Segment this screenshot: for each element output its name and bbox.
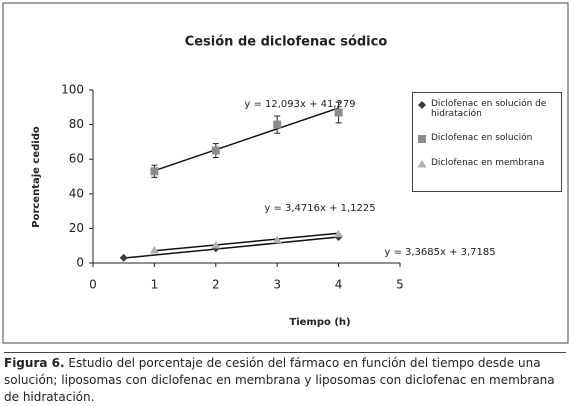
y-tick-label: 100: [61, 83, 84, 97]
data-point: [334, 229, 344, 238]
caption-label: Figura 6.: [4, 356, 65, 370]
data-point: [273, 120, 282, 129]
y-tick-label: 0: [76, 256, 84, 270]
x-tick-label: 4: [335, 278, 343, 292]
y-tick-label: 60: [69, 152, 84, 166]
x-tick-label: 5: [396, 278, 404, 292]
data-point: [211, 146, 220, 155]
data-point: [149, 246, 159, 254]
caption-text: Estudio del porcentaje de cesión del fár…: [4, 356, 555, 404]
chart-frame: [2, 2, 569, 344]
data-point: [119, 253, 128, 262]
legend-label: Diclofenac en solución: [431, 133, 533, 143]
legend: Diclofenac en solución de hidratación Dic…: [412, 92, 562, 192]
y-tick-label: 20: [69, 221, 84, 235]
chart-title: Cesión de diclofenac sódico: [185, 35, 388, 50]
trend-equation: y = 3,4716x + 1,1225: [264, 203, 375, 214]
legend-marker: [417, 160, 427, 168]
y-tick-label: 40: [69, 186, 84, 200]
legend-label: Diclofenac en solución de hidratación: [431, 99, 547, 119]
data-point: [417, 160, 427, 168]
data-point: [334, 108, 343, 117]
data-point: [418, 135, 426, 143]
data-point: [272, 235, 282, 244]
legend-item: Diclofenac en solución: [417, 133, 557, 144]
y-axis-label: Porcentaje cedido: [31, 126, 42, 228]
caption: Figura 6. Estudio del porcentaje de cesi…: [4, 352, 566, 406]
trend-line: [154, 107, 339, 172]
y-tick-label: 80: [69, 117, 84, 131]
legend-item: Diclofenac en membrana: [417, 158, 557, 169]
trend-line: [154, 232, 339, 252]
chart: Cesión de diclofenac sódico Tiempo (h) P…: [2, 2, 569, 344]
legend-marker: [418, 135, 426, 143]
legend-item: Diclofenac en solución de hidratación: [417, 99, 557, 119]
x-tick-label: 0: [89, 278, 97, 292]
x-tick-label: 3: [273, 278, 281, 292]
x-tick-label: 1: [151, 278, 159, 292]
legend-marker: [418, 101, 426, 109]
data-point: [211, 240, 221, 249]
data-point: [150, 167, 159, 176]
trend-line: [123, 236, 339, 259]
x-axis-label: Tiempo (h): [289, 317, 350, 328]
x-tick-label: 2: [212, 278, 220, 292]
data-point: [418, 101, 426, 109]
trend-equation: y = 12,093x + 41,279: [244, 99, 355, 110]
legend-label: Diclofenac en membrana: [431, 158, 545, 168]
trend-equation: y = 3,3685x + 3,7185: [384, 247, 495, 258]
